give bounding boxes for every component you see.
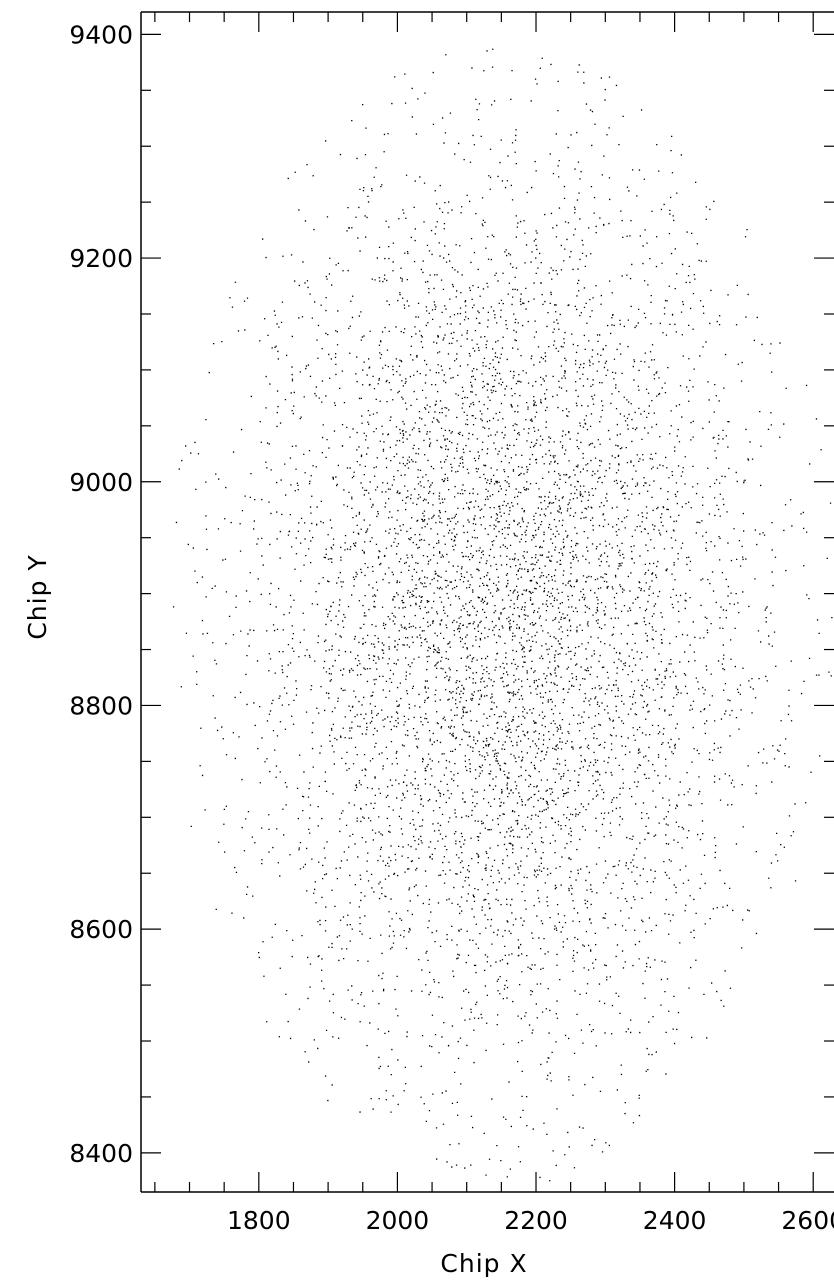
x-tick-label: 2600 xyxy=(781,1206,834,1235)
x-tick-label: 2000 xyxy=(366,1206,430,1235)
y-tick-label: 9000 xyxy=(69,468,133,497)
x-tick-label: 2400 xyxy=(643,1206,707,1235)
x-axis-title: Chip X xyxy=(440,1249,527,1278)
y-axis-title: Chip Y xyxy=(23,554,52,639)
y-tick-label: 8400 xyxy=(69,1139,133,1168)
x-tick-label: 1800 xyxy=(227,1206,291,1235)
y-tick-label: 9400 xyxy=(69,20,133,49)
y-tick-label: 9200 xyxy=(69,244,133,273)
y-tick-labels: 8400 8600 8800 9000 9200 9400 xyxy=(69,20,133,1167)
x-tick-labels: 1800 2000 2200 2400 2600 xyxy=(227,1206,834,1235)
plot-frame xyxy=(140,11,834,1193)
scatter-series xyxy=(172,48,833,1182)
y-tick-label: 8600 xyxy=(69,915,133,944)
y-tick-label: 8800 xyxy=(69,691,133,720)
x-tick-label: 2200 xyxy=(504,1206,568,1235)
axis-ticks xyxy=(141,12,834,1192)
scatter-points xyxy=(172,48,833,1182)
